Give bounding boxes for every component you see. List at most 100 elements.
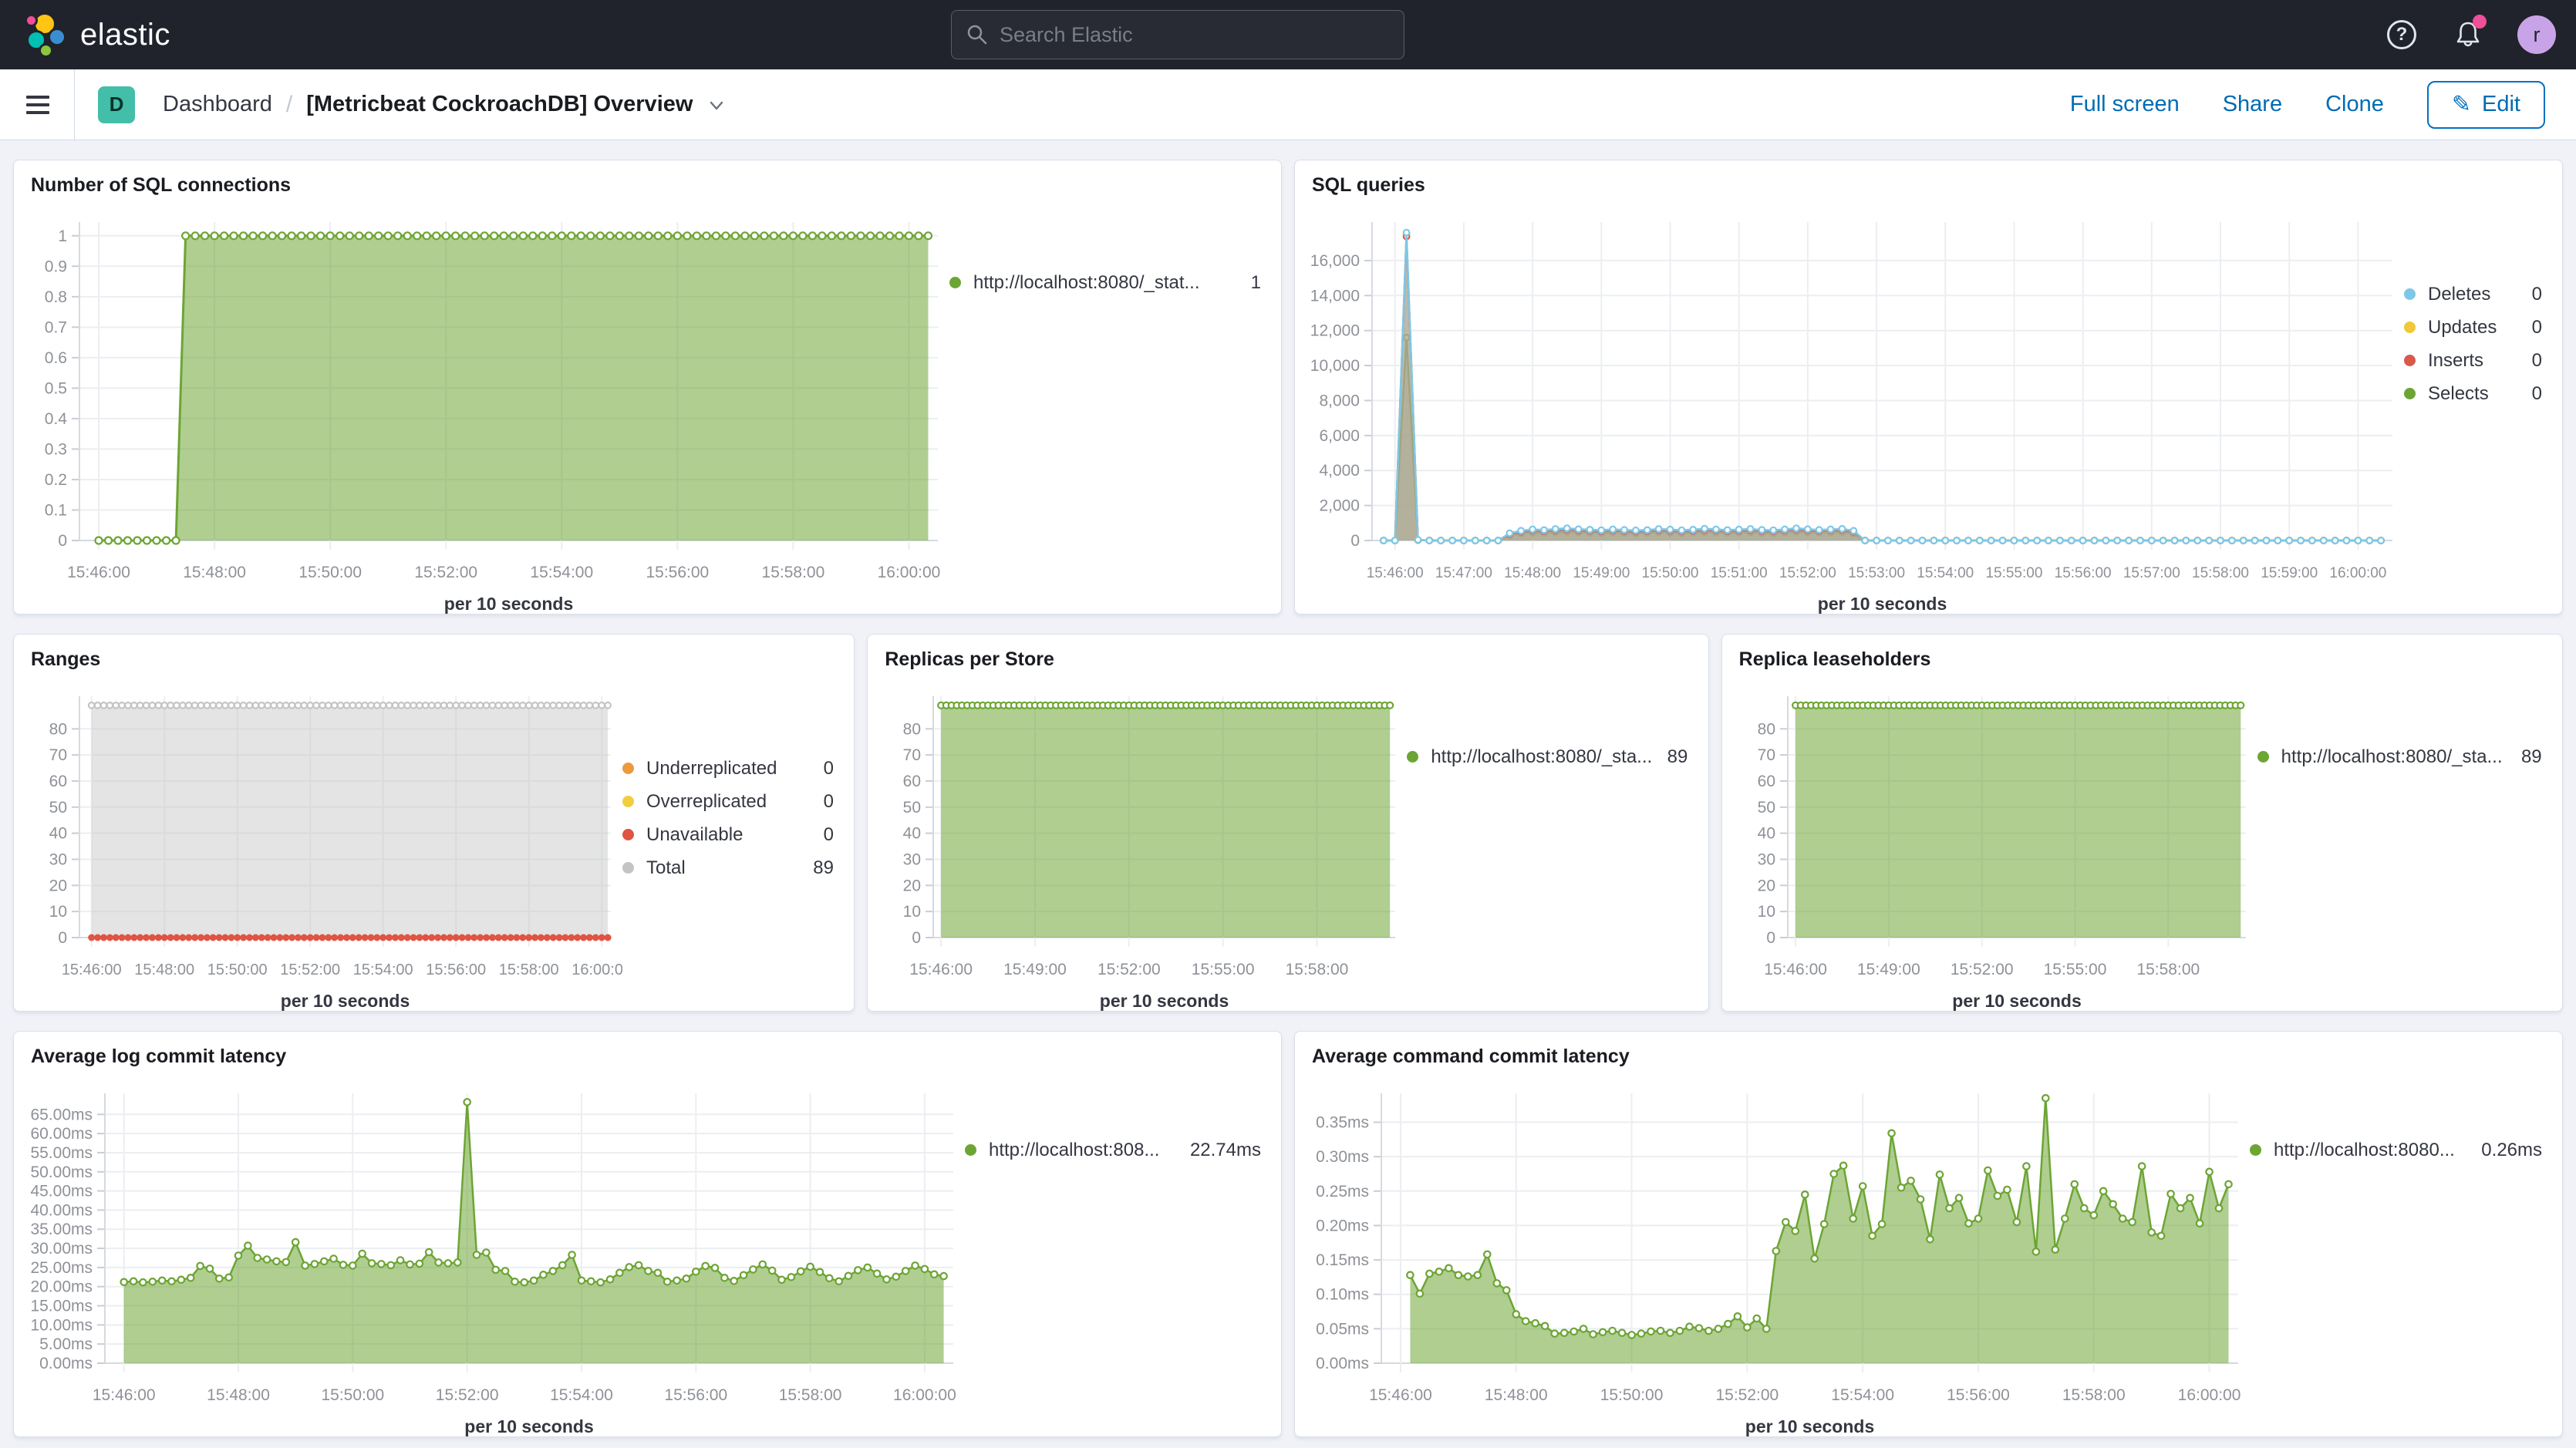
- brand-text: elastic: [80, 17, 170, 52]
- chart-canvas[interactable]: 0 10 20 30 40 50 60 70 80 15:46:00 15:48:00 15:50:0…: [14, 675, 622, 1011]
- svg-text:15:53:00: 15:53:00: [1848, 565, 1905, 581]
- svg-text:8,000: 8,000: [1319, 392, 1360, 409]
- page-title: [Metricbeat CockroachDB] Overview: [306, 92, 693, 116]
- svg-text:5.00ms: 5.00ms: [39, 1335, 93, 1353]
- legend-item[interactable]: http://localhost:8080/_stat... 1: [949, 266, 1281, 299]
- legend-item[interactable]: Unavailable 0: [622, 818, 854, 851]
- legend-item[interactable]: Selects 0: [2404, 377, 2562, 410]
- svg-text:15:48:00: 15:48:00: [1485, 1386, 1548, 1404]
- chevron-down-icon: [710, 101, 723, 109]
- legend-item[interactable]: http://localhost:808... 22.74ms: [965, 1133, 1281, 1167]
- breadcrumb-dashboard-link[interactable]: Dashboard: [163, 92, 272, 116]
- legend-series-dot-icon: [622, 763, 634, 774]
- global-search[interactable]: [951, 10, 1404, 59]
- legend-item[interactable]: http://localhost:8080/_sta... 89: [2257, 740, 2562, 773]
- legend-series-label: Updates: [2428, 316, 2497, 338]
- svg-text:15:50:00: 15:50:00: [207, 961, 268, 978]
- legend-series-label: http://localhost:808...: [989, 1139, 1160, 1160]
- svg-text:0.1: 0.1: [45, 501, 67, 519]
- legend-series-dot-icon: [2404, 388, 2416, 399]
- svg-text:15.00ms: 15.00ms: [30, 1298, 93, 1315]
- svg-text:15:56:00: 15:56:00: [426, 961, 486, 978]
- svg-text:15:55:00: 15:55:00: [1192, 961, 1255, 978]
- svg-text:15:46:00: 15:46:00: [910, 961, 973, 978]
- legend-series-value: 89: [1667, 746, 1688, 767]
- svg-text:15:46:00: 15:46:00: [1369, 1386, 1432, 1404]
- panel-replica-leaseholders: Replica leaseholders 0 10 20 30 40 50 60 70 80 15…: [1721, 634, 2563, 1012]
- pencil-icon: ✎: [2451, 92, 2472, 117]
- user-avatar[interactable]: r: [2517, 15, 2556, 54]
- svg-text:80: 80: [49, 720, 67, 738]
- svg-text:30: 30: [1757, 850, 1775, 868]
- clone-button[interactable]: Clone: [2325, 92, 2384, 116]
- legend-series-label: Inserts: [2428, 349, 2484, 371]
- svg-text:80: 80: [903, 720, 921, 738]
- svg-text:15:51:00: 15:51:00: [1711, 565, 1768, 581]
- svg-text:60: 60: [49, 773, 67, 790]
- help-icon: ?: [2387, 20, 2416, 49]
- dashboard-app-badge: D: [98, 86, 135, 123]
- full-screen-button[interactable]: Full screen: [2069, 92, 2180, 116]
- legend-series-dot-icon: [2404, 322, 2416, 333]
- legend-item[interactable]: http://localhost:8080... 0.26ms: [2250, 1133, 2562, 1167]
- svg-text:0.15ms: 0.15ms: [1316, 1251, 1369, 1269]
- svg-text:0.25ms: 0.25ms: [1316, 1183, 1369, 1200]
- menu-icon[interactable]: [26, 91, 49, 119]
- panel-title: Replicas per Store: [885, 648, 1054, 670]
- svg-text:15:50:00: 15:50:00: [321, 1386, 384, 1404]
- svg-text:20: 20: [49, 877, 67, 894]
- edit-button[interactable]: ✎ Edit: [2426, 80, 2545, 129]
- legend-item[interactable]: Deletes 0: [2404, 278, 2562, 311]
- svg-text:15:50:00: 15:50:00: [1600, 1386, 1664, 1404]
- svg-text:6,000: 6,000: [1319, 427, 1360, 445]
- search-input[interactable]: [1000, 22, 1390, 47]
- svg-text:60: 60: [1757, 773, 1775, 790]
- svg-text:15:55:00: 15:55:00: [2043, 961, 2106, 978]
- svg-text:10: 10: [1757, 903, 1775, 921]
- chart-canvas[interactable]: 0 10 20 30 40 50 60 70 80 15:46:00 15:49:00 15:52:0…: [1722, 675, 2257, 1011]
- legend-series-dot-icon: [622, 796, 634, 807]
- panel-title: Average command commit latency: [1312, 1046, 1630, 1067]
- svg-text:40: 40: [1757, 825, 1775, 843]
- svg-text:15:56:00: 15:56:00: [1947, 1386, 2010, 1404]
- svg-text:15:46:00: 15:46:00: [1764, 961, 1827, 978]
- svg-text:15:48:00: 15:48:00: [207, 1386, 270, 1404]
- svg-text:10,000: 10,000: [1310, 357, 1360, 375]
- legend-series-dot-icon: [622, 829, 634, 840]
- svg-text:15:52:00: 15:52:00: [414, 564, 477, 581]
- svg-text:per 10 seconds: per 10 seconds: [281, 991, 410, 1011]
- legend-item[interactable]: Total 89: [622, 851, 854, 884]
- svg-text:15:52:00: 15:52:00: [436, 1386, 499, 1404]
- panel-command-commit-latency: Average command commit latency 0.00ms 0.0…: [1294, 1031, 2563, 1437]
- chart-canvas[interactable]: 0 10 20 30 40 50 60 70 80 15:46:00 15:49:00 15:52:0…: [868, 675, 1407, 1011]
- legend-item[interactable]: Updates 0: [2404, 311, 2562, 344]
- svg-text:65.00ms: 65.00ms: [30, 1106, 93, 1123]
- chart-canvas[interactable]: 0 0.1 0.2 0.3 0.4 0.5 0.6 0.7 0.8 0.9 1 15:46:00 15:…: [14, 200, 949, 614]
- legend-item[interactable]: Underreplicated 0: [622, 752, 854, 785]
- chart-legend: http://localhost:8080/_sta... 89: [1407, 675, 1708, 1011]
- title-menu-button[interactable]: [705, 93, 728, 116]
- svg-text:0.35ms: 0.35ms: [1316, 1114, 1369, 1132]
- svg-text:0.6: 0.6: [45, 349, 67, 367]
- legend-item[interactable]: Inserts 0: [2404, 344, 2562, 377]
- chart-canvas[interactable]: 0 2,000 4,000 6,000 8,000 10,000 12,000 14,000 1…: [1295, 200, 2404, 614]
- legend-item[interactable]: http://localhost:8080/_sta... 89: [1407, 740, 1708, 773]
- svg-text:40: 40: [49, 825, 67, 843]
- legend-item[interactable]: Overreplicated 0: [622, 785, 854, 818]
- svg-text:15:46:00: 15:46:00: [67, 564, 130, 581]
- svg-text:0: 0: [1350, 532, 1360, 550]
- svg-text:20: 20: [903, 877, 921, 894]
- panel-log-commit-latency: Average log commit latency 0.00ms 5.00ms 1…: [13, 1031, 1282, 1437]
- svg-text:16:00:00: 16:00:00: [2178, 1386, 2241, 1404]
- legend-series-dot-icon: [2404, 355, 2416, 366]
- help-button[interactable]: ?: [2385, 18, 2419, 52]
- chart-legend: http://localhost:8080... 0.26ms: [2250, 1072, 2562, 1436]
- svg-text:14,000: 14,000: [1310, 287, 1360, 305]
- share-button[interactable]: Share: [2222, 92, 2283, 116]
- elastic-brand[interactable]: elastic: [23, 12, 170, 58]
- chart-canvas[interactable]: 0.00ms 0.05ms 0.10ms 0.15ms 0.20ms 0.25ms 0.30…: [1295, 1072, 2250, 1436]
- svg-text:15:48:00: 15:48:00: [1504, 565, 1561, 581]
- alerts-button[interactable]: [2451, 15, 2487, 52]
- svg-text:4,000: 4,000: [1319, 462, 1360, 480]
